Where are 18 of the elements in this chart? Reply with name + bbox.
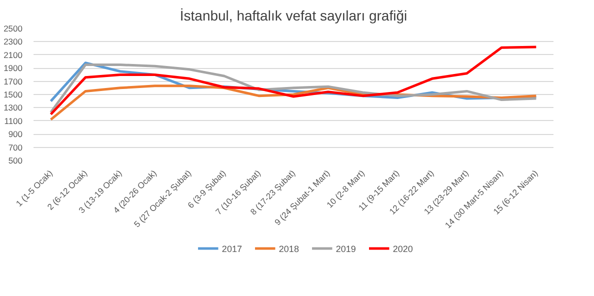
line-series xyxy=(50,46,538,116)
y-tick-label: 2300 xyxy=(4,36,23,47)
chart-title: İstanbul, haftalık vefat sayıları grafiği xyxy=(180,8,408,24)
legend-label: 2018 xyxy=(278,244,299,254)
y-tick-label: 700 xyxy=(8,142,23,152)
y-tick-label: 1100 xyxy=(4,116,23,126)
y-tick-label: 2500 xyxy=(4,24,23,34)
y-tick-label: 500 xyxy=(8,156,23,166)
y-tick-label: 1500 xyxy=(4,90,23,100)
legend-label: 2019 xyxy=(336,244,356,254)
legend-label: 2020 xyxy=(392,244,413,254)
y-tick-label: 1900 xyxy=(4,63,23,74)
y-tick-label: 1300 xyxy=(4,102,23,113)
legend-label: 2017 xyxy=(222,244,242,254)
y-tick-label: 1700 xyxy=(4,76,23,86)
y-tick-label: 900 xyxy=(8,129,23,140)
y-tick-label: 2100 xyxy=(4,50,23,60)
line-series xyxy=(50,64,538,114)
